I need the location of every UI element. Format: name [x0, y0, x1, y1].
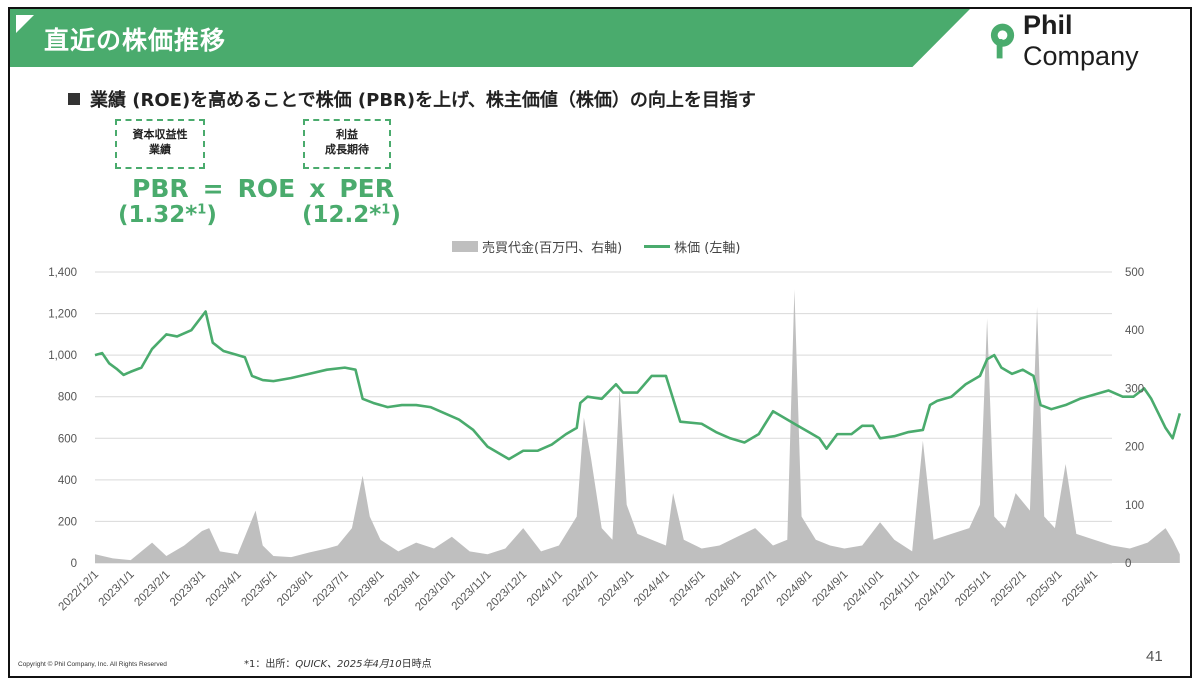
x-axis-tick-label: 2023/8/1 [346, 569, 386, 609]
right-axis-tick-label: 200 [1125, 442, 1144, 454]
per-note-line2: 成長期待 [325, 143, 369, 156]
x-axis-tick-label: 2023/2/1 [132, 569, 172, 609]
price-line [94, 310, 1182, 461]
formula-pbr: PBR [132, 174, 189, 203]
x-axis-tick-label: 2024/6/1 [703, 569, 743, 609]
legend-price-label: 株価 (左軸) [674, 241, 741, 256]
left-axis-tick-label: 200 [58, 516, 77, 528]
roe-note-line1: 資本収益性 [132, 128, 188, 141]
formula-times: x [309, 174, 326, 203]
roe-note-box: 資本収益性 業績 [115, 119, 205, 169]
x-axis-tick-label: 2025/2/1 [989, 569, 1029, 609]
x-axis-tick-label: 2023/5/1 [239, 569, 279, 609]
per-value: (12.2*1) [302, 202, 401, 228]
corner-triangle-icon [16, 15, 34, 33]
x-axis-tick-label: 2023/3/1 [168, 569, 208, 609]
right-axis-tick-label: 400 [1125, 325, 1144, 337]
bullet-square-icon [68, 93, 80, 105]
pbr-formula: PBR = ROE x PER [132, 174, 408, 203]
left-axis-tick-label: 400 [58, 475, 77, 487]
left-axis-tick-label: 0 [71, 558, 77, 570]
copyright: Copyright © Phil Company, Inc. All Right… [18, 661, 167, 668]
footnote: *1：出所：QUICK、2025年4月10日時点 [244, 659, 432, 670]
legend-volume-label: 売買代金(百万円、右軸) [482, 241, 623, 256]
x-axis-tick-label: 2024/1/1 [525, 569, 565, 609]
x-axis-tick-label: 2024/5/1 [668, 569, 708, 609]
phil-logo-icon [990, 23, 1015, 59]
left-axis-tick-label: 1,400 [48, 267, 77, 279]
x-axis-tick-label: 2024/7/1 [739, 569, 779, 609]
chart-legend: 売買代金(百万円、右軸) 株価 (左軸) [452, 237, 740, 256]
formula-per: PER [339, 174, 394, 203]
x-axis-tick-label: 2022/12/1 [56, 569, 101, 614]
formula-roe: ROE [237, 174, 296, 203]
x-axis-tick-label: 2023/6/1 [275, 569, 315, 609]
per-note-line1: 利益 [336, 128, 358, 141]
pbr-value: (1.32*1) [118, 202, 217, 228]
right-axis-tick-label: 300 [1125, 383, 1144, 395]
formula-equals: = [202, 174, 224, 203]
x-axis-tick-label: 2024/4/1 [632, 569, 672, 609]
volume-area [95, 289, 1180, 563]
right-axis-tick-label: 0 [1125, 558, 1131, 570]
x-axis-tick-label: 2025/3/1 [1024, 569, 1064, 609]
company-logo: Phil Company [988, 10, 1190, 71]
page-number: 41 [1146, 648, 1163, 665]
legend-price-swatch [644, 245, 671, 248]
page-title: 直近の株価推移 [44, 26, 227, 55]
header: 直近の株価推移 Phil Company [10, 9, 1190, 71]
roe-note-line2: 業績 [149, 143, 171, 156]
left-axis-tick-label: 800 [58, 392, 77, 404]
slide-subtitle: 業績 (ROE)を高めることで株価 (PBR)を上げ、株主価値（株価）の向上を目… [68, 86, 756, 112]
left-axis-tick-label: 1,200 [48, 309, 77, 321]
logo-text: Phil Company [1023, 10, 1139, 71]
x-axis-tick-label: 2025/4/1 [1060, 569, 1100, 609]
x-axis-tick-label: 2023/4/1 [204, 569, 244, 609]
right-axis-tick-label: 100 [1125, 500, 1144, 512]
header-band [10, 9, 970, 67]
x-axis-tick-label: 2025/1/1 [953, 569, 993, 609]
left-axis-tick-label: 1,000 [48, 350, 77, 362]
slide-frame [8, 7, 1192, 678]
left-axis-tick-label: 600 [58, 433, 77, 445]
per-note-box: 利益 成長期待 [303, 119, 391, 169]
x-axis-tick-label: 2024/3/1 [596, 569, 636, 609]
legend-volume-swatch [452, 241, 478, 252]
x-axis-tick-label: 2023/1/1 [97, 569, 137, 609]
x-axis-tick-label: 2024/2/1 [561, 569, 601, 609]
right-axis-tick-label: 500 [1125, 267, 1144, 279]
x-axis-tick-label: 2024/8/1 [775, 569, 815, 609]
x-axis-tick-label: 2023/7/1 [311, 569, 351, 609]
